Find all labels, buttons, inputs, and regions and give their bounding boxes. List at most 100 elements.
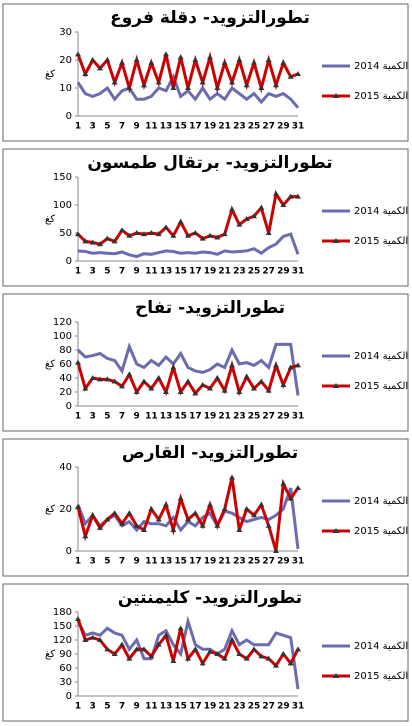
x-tick-label: 7 bbox=[119, 557, 125, 567]
point-marker bbox=[199, 235, 206, 241]
y-tick-label: 120 bbox=[53, 635, 72, 646]
point-marker bbox=[97, 524, 103, 530]
point-marker bbox=[214, 522, 221, 528]
point-marker bbox=[177, 54, 184, 60]
point-marker bbox=[141, 82, 147, 88]
x-tick-label: 5 bbox=[104, 702, 110, 712]
x-tick-label: 17 bbox=[189, 412, 202, 422]
chart-panel bbox=[2, 148, 409, 287]
x-tick-label: 7 bbox=[119, 412, 125, 422]
x-tick-label: 13 bbox=[160, 412, 173, 422]
point-marker bbox=[221, 387, 228, 393]
x-tick-label: 7 bbox=[119, 702, 125, 712]
chart-panel bbox=[2, 438, 409, 577]
point-marker bbox=[251, 213, 257, 219]
point-marker bbox=[82, 385, 89, 391]
point-marker bbox=[214, 375, 221, 380]
point-marker bbox=[258, 378, 265, 384]
legend-label: الكمية 2015 bbox=[354, 526, 408, 537]
y-tick-label: 100 bbox=[53, 331, 72, 342]
x-tick-label: 3 bbox=[90, 557, 96, 567]
x-tick-label: 25 bbox=[248, 267, 261, 277]
x-tick-label: 3 bbox=[90, 702, 96, 712]
point-marker bbox=[89, 375, 96, 380]
point-marker bbox=[133, 230, 140, 235]
point-marker bbox=[295, 362, 301, 368]
point-marker bbox=[265, 655, 272, 661]
x-tick-label: 27 bbox=[262, 702, 275, 712]
point-marker bbox=[236, 389, 243, 394]
x-tick-label: 11 bbox=[145, 557, 158, 567]
y-tick-label: 90 bbox=[59, 649, 72, 660]
point-marker bbox=[170, 364, 177, 370]
point-marker bbox=[295, 193, 301, 199]
x-tick-label: 21 bbox=[218, 122, 231, 132]
point-marker bbox=[192, 390, 199, 396]
legend-marker bbox=[333, 238, 339, 243]
point-marker bbox=[185, 516, 191, 522]
point-marker bbox=[243, 82, 250, 88]
chart-title: تطورالتزويد- كليمنتين bbox=[118, 588, 302, 608]
point-marker bbox=[111, 651, 118, 656]
point-marker bbox=[133, 389, 140, 394]
point-marker bbox=[229, 474, 235, 480]
point-marker bbox=[207, 501, 213, 507]
point-marker bbox=[170, 658, 177, 663]
y-axis-label: كغ bbox=[45, 69, 55, 80]
point-marker bbox=[141, 231, 147, 237]
legend-marker bbox=[333, 673, 339, 678]
x-tick-label: 7 bbox=[119, 122, 125, 132]
point-marker bbox=[141, 646, 147, 652]
point-marker bbox=[221, 59, 228, 65]
point-marker bbox=[243, 373, 250, 379]
point-marker bbox=[207, 648, 213, 654]
x-tick-label: 23 bbox=[233, 412, 246, 422]
point-marker bbox=[243, 506, 250, 511]
series-line bbox=[77, 232, 300, 259]
x-tick-label: 5 bbox=[104, 412, 110, 422]
x-tick-label: 11 bbox=[145, 267, 158, 277]
y-axis-label: كغ bbox=[45, 214, 55, 225]
x-tick-label: 25 bbox=[248, 122, 261, 132]
y-tick-label: 150 bbox=[53, 621, 72, 632]
x-tick-label: 19 bbox=[204, 557, 217, 567]
point-marker bbox=[126, 510, 133, 516]
point-marker bbox=[155, 516, 162, 522]
point-marker bbox=[163, 224, 169, 230]
y-tick-label: 20 bbox=[59, 504, 72, 515]
x-tick-label: 17 bbox=[189, 702, 202, 712]
x-tick-label: 25 bbox=[248, 412, 261, 422]
y-tick-label: 120 bbox=[53, 317, 72, 328]
point-marker bbox=[170, 85, 177, 90]
point-marker bbox=[133, 646, 140, 652]
point-marker bbox=[97, 241, 103, 247]
point-marker bbox=[89, 57, 96, 62]
point-marker bbox=[82, 71, 89, 76]
point-marker bbox=[265, 57, 272, 62]
point-marker bbox=[273, 362, 279, 368]
point-marker bbox=[89, 634, 96, 640]
x-tick-label: 1 bbox=[75, 267, 81, 277]
y-tick-label: 30 bbox=[59, 27, 72, 38]
point-marker bbox=[163, 51, 169, 57]
point-marker bbox=[295, 485, 301, 490]
point-marker bbox=[221, 506, 228, 511]
chart-title: تطورالتزويد- تفاح bbox=[135, 298, 285, 318]
point-marker bbox=[192, 510, 199, 516]
x-tick-label: 29 bbox=[277, 702, 290, 712]
point-marker bbox=[177, 625, 184, 631]
point-marker bbox=[207, 385, 213, 391]
point-marker bbox=[236, 527, 243, 532]
point-marker bbox=[119, 59, 125, 65]
legend-label: الكمية 2015 bbox=[354, 91, 408, 102]
x-tick-label: 5 bbox=[104, 557, 110, 567]
point-marker bbox=[75, 359, 81, 365]
point-marker bbox=[111, 510, 118, 516]
x-tick-label: 19 bbox=[204, 122, 217, 132]
point-marker bbox=[170, 527, 177, 532]
x-tick-label: 5 bbox=[104, 122, 110, 132]
point-marker bbox=[295, 646, 301, 652]
x-tick-label: 23 bbox=[233, 557, 246, 567]
y-axis-label: كغ bbox=[45, 504, 55, 515]
legend-label: الكمية 2015 bbox=[354, 381, 408, 392]
